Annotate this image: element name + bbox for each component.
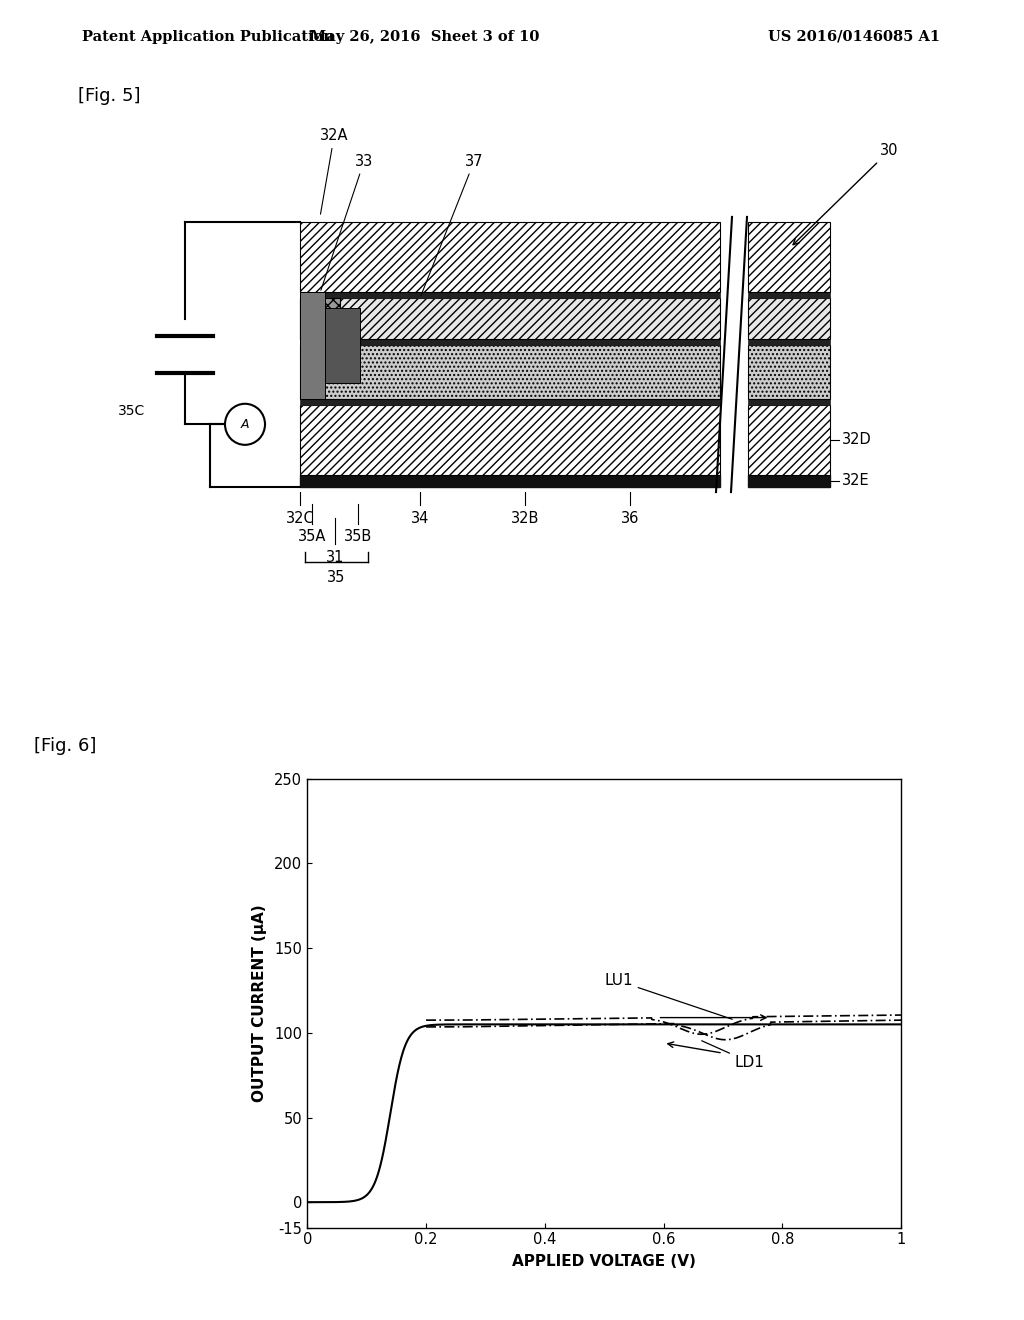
Bar	[300, 292, 325, 399]
Text: 34: 34	[411, 511, 429, 525]
Bar	[300, 339, 720, 346]
Bar	[300, 298, 720, 339]
Text: 32A: 32A	[319, 128, 348, 214]
Text: US 2016/0146085 A1: US 2016/0146085 A1	[768, 30, 940, 44]
Bar	[300, 292, 720, 298]
Circle shape	[225, 404, 265, 445]
Text: [Fig. 5]: [Fig. 5]	[78, 87, 140, 104]
Text: 35: 35	[328, 570, 346, 585]
Bar	[300, 346, 720, 399]
X-axis label: APPLIED VOLTAGE (V): APPLIED VOLTAGE (V)	[512, 1254, 696, 1270]
Text: 30: 30	[794, 144, 898, 244]
Bar	[300, 399, 720, 405]
Bar	[325, 309, 360, 383]
Bar	[748, 222, 830, 292]
Text: Patent Application Publication: Patent Application Publication	[82, 30, 334, 44]
Bar	[748, 405, 830, 475]
Text: 35B: 35B	[344, 529, 372, 544]
Text: 35A: 35A	[298, 529, 327, 544]
Bar	[748, 399, 830, 405]
Bar	[748, 346, 830, 399]
Text: 36: 36	[621, 511, 639, 525]
Y-axis label: OUTPUT CURRENT (μA): OUTPUT CURRENT (μA)	[252, 904, 267, 1102]
Text: 31: 31	[326, 549, 344, 565]
Bar	[748, 339, 830, 346]
Bar	[748, 475, 830, 487]
Bar	[300, 475, 720, 487]
Text: 32E: 32E	[842, 474, 869, 488]
Bar	[300, 222, 720, 292]
Text: 35C: 35C	[118, 404, 145, 418]
Text: 32C: 32C	[286, 511, 314, 525]
Text: 32D: 32D	[842, 432, 871, 447]
Text: 33: 33	[321, 153, 374, 290]
Text: LU1: LU1	[604, 973, 732, 1019]
Bar	[300, 405, 720, 475]
Text: A: A	[241, 418, 249, 430]
Text: LD1: LD1	[701, 1040, 765, 1069]
Text: [Fig. 6]: [Fig. 6]	[34, 737, 96, 755]
Text: 37: 37	[421, 153, 483, 296]
Text: May 26, 2016  Sheet 3 of 10: May 26, 2016 Sheet 3 of 10	[310, 30, 540, 44]
Bar	[748, 292, 830, 298]
Text: 32B: 32B	[511, 511, 540, 525]
Bar	[300, 298, 340, 339]
Bar	[748, 298, 830, 339]
